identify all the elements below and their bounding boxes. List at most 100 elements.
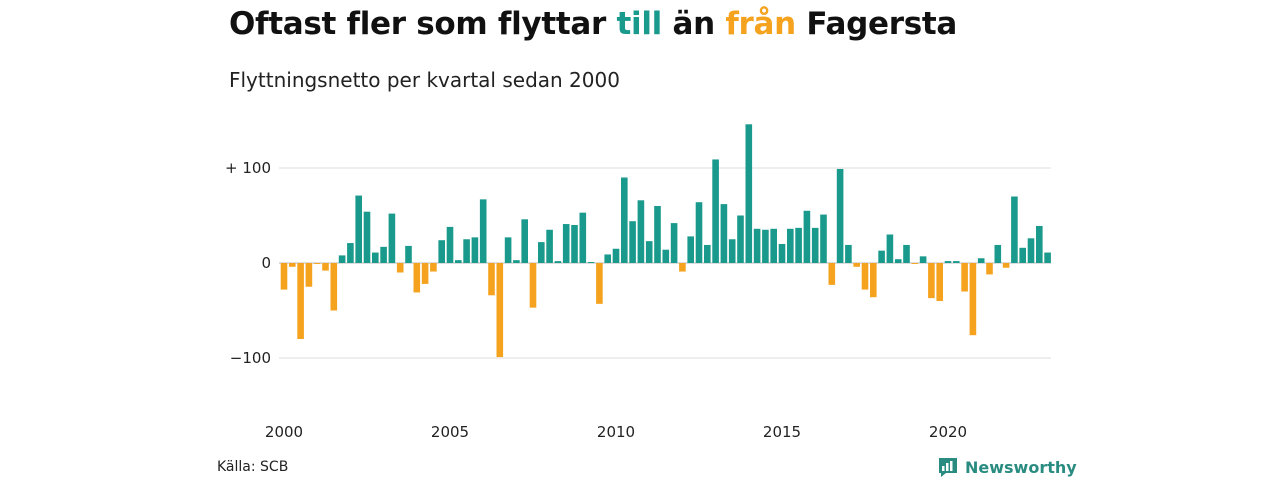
bar: [654, 206, 661, 263]
bar: [529, 263, 537, 308]
bar: [562, 224, 570, 263]
bar: [1011, 196, 1018, 263]
bar: [421, 263, 429, 284]
title-from-word: från: [725, 6, 796, 42]
bar: [596, 263, 603, 304]
bar: [795, 227, 802, 263]
bar: [396, 263, 404, 273]
bar: [870, 263, 877, 298]
bar: [347, 243, 354, 263]
bar: [297, 263, 304, 339]
x-tick-label: 2005: [431, 423, 469, 441]
bar: [413, 263, 421, 293]
bar: [845, 244, 852, 263]
bar: [612, 248, 620, 263]
title-part-2: än: [661, 6, 726, 42]
x-tick-label: 2015: [763, 423, 801, 441]
bar: [753, 228, 761, 263]
title-part-1: Oftast fler som flyttar: [229, 6, 617, 42]
bar: [811, 227, 819, 263]
bar: [479, 199, 487, 263]
bar: [305, 263, 313, 287]
bar: [313, 263, 321, 264]
bar: [737, 215, 744, 263]
chart-subtitle: Flyttningsnetto per kvartal sedan 2000: [229, 68, 620, 92]
bar: [712, 159, 719, 263]
bar: [903, 244, 910, 263]
bar: [504, 237, 512, 263]
bar: [977, 258, 985, 263]
bar: [463, 239, 470, 263]
bar: [679, 263, 686, 272]
bar: [953, 261, 960, 263]
bar: [919, 256, 927, 263]
bar: [579, 212, 587, 263]
bar: [289, 263, 296, 267]
chart-title: Oftast fler som flyttar till än från Fag…: [229, 6, 957, 42]
bar: [330, 263, 338, 311]
bar: [728, 239, 736, 263]
bar: [546, 229, 553, 263]
bar: [1027, 238, 1035, 263]
bar: [405, 245, 412, 263]
bar: [1019, 247, 1026, 263]
bar: [380, 246, 387, 263]
bar: [762, 229, 769, 263]
bar: [538, 242, 545, 263]
bar: [645, 241, 653, 263]
bar: [886, 234, 894, 263]
bar: [861, 263, 869, 290]
bar: [446, 226, 454, 263]
bar: [513, 260, 520, 263]
bar: [928, 263, 935, 299]
bar: [629, 221, 636, 263]
bar: [604, 254, 611, 263]
bar: [778, 244, 786, 263]
bar: [637, 200, 645, 263]
bar: [363, 211, 371, 263]
bar: [280, 263, 288, 290]
bar: [471, 237, 479, 263]
bar: [820, 214, 827, 263]
bar: [438, 240, 445, 263]
bar: [1002, 263, 1010, 268]
source-note: Källa: SCB: [217, 459, 289, 475]
bar: [488, 263, 495, 296]
title-part-3: Fagersta: [795, 6, 957, 42]
bar: [787, 228, 794, 263]
bar: [496, 263, 504, 358]
bar: [803, 210, 811, 263]
bar: [828, 263, 836, 285]
bar: [894, 259, 902, 263]
bar: [521, 219, 528, 263]
bar: [704, 244, 711, 263]
bar: [338, 255, 346, 263]
bar: [455, 260, 462, 263]
bar: [621, 177, 628, 263]
bar: [878, 250, 885, 263]
x-tick-label: 2010: [597, 423, 635, 441]
bar: [355, 195, 362, 263]
bar: [911, 263, 919, 264]
bar: [1036, 225, 1043, 263]
bar: [944, 261, 952, 263]
bar: [687, 236, 694, 263]
x-tick-label: 2020: [929, 423, 967, 441]
y-tick-label: −100: [230, 349, 271, 367]
bar: [770, 228, 777, 263]
bar: [322, 263, 329, 271]
bar: [936, 263, 943, 301]
bar: [571, 225, 578, 263]
bar: [372, 252, 379, 263]
bar: [430, 263, 437, 272]
bar: [587, 262, 595, 263]
title-to-word: till: [616, 6, 662, 42]
newsworthy-logo-icon: [939, 458, 957, 477]
brand-name: Newsworthy: [965, 457, 1077, 477]
bar: [969, 263, 977, 336]
x-tick-label: 2000: [265, 423, 303, 441]
bar: [961, 263, 968, 292]
bar: [388, 213, 396, 263]
bar: [994, 244, 1002, 263]
